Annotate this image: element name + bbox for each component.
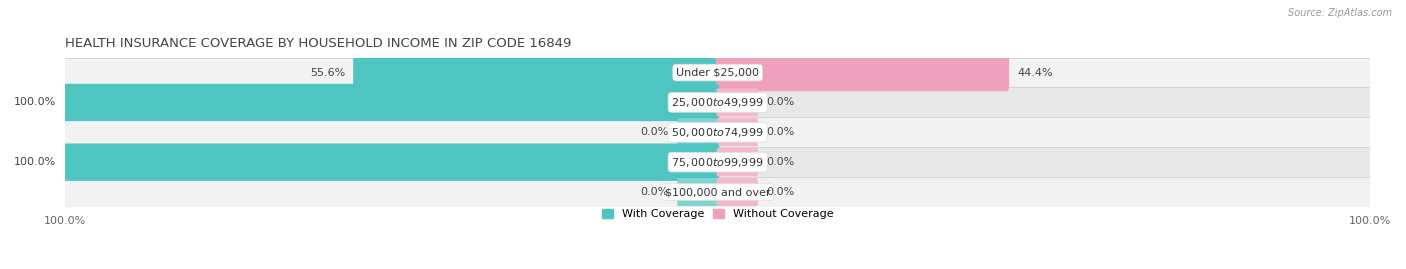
FancyBboxPatch shape bbox=[353, 54, 720, 91]
FancyBboxPatch shape bbox=[678, 118, 718, 146]
Text: 55.6%: 55.6% bbox=[309, 68, 346, 77]
Text: 0.0%: 0.0% bbox=[766, 97, 794, 107]
FancyBboxPatch shape bbox=[716, 54, 1010, 91]
Bar bbox=[66, 147, 1369, 177]
FancyBboxPatch shape bbox=[716, 118, 758, 146]
Text: $100,000 and over: $100,000 and over bbox=[665, 187, 770, 197]
FancyBboxPatch shape bbox=[63, 84, 720, 121]
FancyBboxPatch shape bbox=[716, 178, 758, 206]
Text: $25,000 to $49,999: $25,000 to $49,999 bbox=[672, 96, 763, 109]
Text: 100.0%: 100.0% bbox=[14, 97, 56, 107]
Text: 0.0%: 0.0% bbox=[766, 157, 794, 167]
Text: 0.0%: 0.0% bbox=[766, 127, 794, 137]
FancyBboxPatch shape bbox=[678, 178, 718, 206]
FancyBboxPatch shape bbox=[63, 143, 720, 181]
Text: 44.4%: 44.4% bbox=[1017, 68, 1053, 77]
FancyBboxPatch shape bbox=[716, 89, 758, 116]
Text: 100.0%: 100.0% bbox=[14, 157, 56, 167]
Legend: With Coverage, Without Coverage: With Coverage, Without Coverage bbox=[598, 205, 838, 224]
Text: Under $25,000: Under $25,000 bbox=[676, 68, 759, 77]
Text: 0.0%: 0.0% bbox=[766, 187, 794, 197]
Bar bbox=[66, 117, 1369, 147]
Text: HEALTH INSURANCE COVERAGE BY HOUSEHOLD INCOME IN ZIP CODE 16849: HEALTH INSURANCE COVERAGE BY HOUSEHOLD I… bbox=[66, 37, 572, 49]
Text: 0.0%: 0.0% bbox=[641, 187, 669, 197]
Bar bbox=[66, 177, 1369, 207]
Bar bbox=[66, 58, 1369, 87]
Text: $75,000 to $99,999: $75,000 to $99,999 bbox=[672, 156, 763, 169]
FancyBboxPatch shape bbox=[716, 148, 758, 176]
Text: Source: ZipAtlas.com: Source: ZipAtlas.com bbox=[1288, 8, 1392, 18]
Bar bbox=[66, 87, 1369, 117]
Text: $50,000 to $74,999: $50,000 to $74,999 bbox=[672, 126, 763, 139]
Text: 0.0%: 0.0% bbox=[641, 127, 669, 137]
